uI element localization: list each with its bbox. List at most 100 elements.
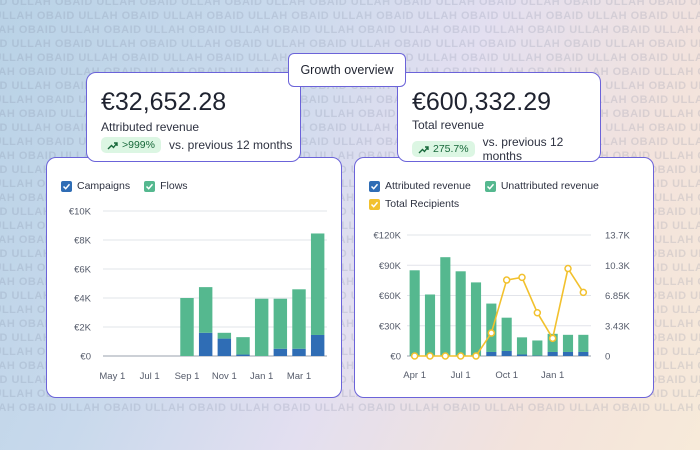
checkbox-icon[interactable] — [369, 180, 380, 192]
change-value: >999% — [122, 139, 155, 151]
bar-unattributed-revenue — [532, 340, 543, 356]
bar-line-chart-revenue: €0 0 €30K 3.43K €60K 6.85K €90K 10.3K €120K 13.7K… — [374, 231, 631, 382]
legend-item-campaigns[interactable]: Campaigns — [61, 180, 130, 192]
point-total-recipients — [487, 329, 496, 337]
change-badge: 275.7% — [412, 141, 475, 157]
watermark-text: OBAID ULLAH OBAID ULLAH OBAID ULLAH OBAI… — [0, 10, 700, 22]
legend-item-attributed-revenue[interactable]: Attributed revenue — [369, 180, 471, 192]
point-total-recipients — [472, 352, 480, 360]
y-tick-label: €10K — [69, 207, 92, 218]
kpi-label: Total revenue — [412, 118, 485, 132]
x-tick-label: Mar 1 — [287, 371, 311, 382]
watermark-text: OBAID ULLAH OBAID ULLAH OBAID ULLAH OBAI… — [0, 0, 700, 8]
y-tick-label: €30K — [379, 321, 402, 332]
bar-unattributed-revenue — [578, 334, 589, 352]
x-tick-label: Apr 1 — [403, 370, 426, 381]
checkbox-icon[interactable] — [144, 180, 156, 192]
kpi-label: Attributed revenue — [101, 120, 200, 134]
y-tick-label: €2K — [74, 323, 92, 334]
bar-unattributed-revenue — [516, 337, 528, 355]
bar-attributed-revenue — [486, 351, 497, 356]
y2-tick-label: 3.43K — [605, 321, 630, 332]
bar-attributed-revenue — [516, 354, 528, 356]
bar-unattributed-revenue — [409, 270, 420, 356]
line-total-recipients — [414, 266, 585, 357]
change-value: 275.7% — [433, 143, 469, 155]
bar-campaigns — [236, 354, 250, 356]
y-tick-label: €6K — [74, 265, 92, 276]
chart-legend: Attributed revenue Unattributed revenue … — [369, 180, 639, 210]
x-tick-label: Nov 1 — [212, 371, 237, 382]
kpi-card-attributed: €32,652.28 Attributed revenue >999% vs. … — [86, 72, 301, 162]
point-total-recipients — [564, 264, 572, 273]
y-tick-label: €4K — [74, 294, 92, 305]
bar-attributed-revenue — [547, 351, 558, 356]
x-tick-label: Jul 1 — [451, 370, 471, 381]
legend-label: Flows — [160, 180, 188, 192]
point-total-recipients — [441, 352, 450, 360]
chart-card-revenue-recipients: Attributed revenue Unattributed revenue … — [354, 157, 654, 398]
x-tick-label: Oct 1 — [495, 370, 518, 381]
legend-label: Campaigns — [77, 180, 131, 192]
point-total-recipients — [518, 273, 526, 282]
point-total-recipients — [579, 288, 588, 297]
point-total-recipients — [410, 352, 419, 360]
bar-unattributed-revenue — [424, 294, 436, 356]
x-tick-label: Jul 1 — [140, 371, 160, 382]
bar-flows — [217, 332, 232, 339]
bar-unattributed-revenue — [440, 257, 451, 356]
bar-unattributed-revenue — [562, 334, 574, 352]
legend-label: Total Recipients — [385, 198, 460, 210]
y-tick-label: €120K — [374, 231, 402, 242]
chart-legend: Campaigns Flows — [61, 180, 188, 192]
y2-tick-label: 0 — [605, 352, 610, 363]
legend-item-unattributed-revenue[interactable]: Unattributed revenue — [484, 180, 599, 192]
bar-flows — [180, 298, 194, 356]
bar-attributed-revenue — [562, 351, 574, 356]
point-total-recipients — [426, 352, 434, 360]
bar-campaigns — [292, 348, 306, 356]
watermark-text: OBAID ULLAH OBAID ULLAH OBAID ULLAH OBAI… — [0, 38, 700, 50]
y-tick-label: €0 — [80, 352, 91, 363]
kpi-card-total: €600,332.29 Total revenue 275.7% vs. pre… — [397, 72, 601, 163]
checkbox-icon[interactable] — [484, 180, 496, 192]
bar-chart-campaigns-flows: €0 €2K €4K €6K €8K €10K May 1 Jul 1 Sep 1 Nov 1 Ja… — [69, 207, 327, 382]
point-total-recipients — [533, 308, 542, 317]
legend-label: Unattributed revenue — [500, 180, 599, 192]
checkbox-icon[interactable] — [369, 198, 380, 210]
bar-flows — [254, 298, 269, 356]
chart-card-campaigns-flows: Campaigns Flows €0 €2K €4K €6K €8K €10K May 1 J… — [46, 157, 342, 398]
y2-tick-label: 6.85K — [605, 291, 630, 302]
page-title: Growth overview — [288, 53, 406, 87]
bar-flows — [310, 233, 325, 335]
change-badge: >999% — [101, 137, 161, 153]
bar-unattributed-revenue — [486, 303, 497, 352]
bar-attributed-revenue — [578, 351, 589, 356]
y-tick-label: €0 — [390, 352, 401, 363]
bar-flows — [198, 287, 213, 333]
bar-flows — [273, 298, 288, 349]
trend-up-icon — [418, 145, 429, 153]
bar-unattributed-revenue — [455, 271, 466, 356]
bar-flows — [292, 289, 306, 349]
y2-tick-label: 10.3K — [605, 261, 630, 272]
watermark-text: OBAID ULLAH OBAID ULLAH OBAID ULLAH OBAI… — [0, 24, 700, 36]
y2-tick-label: 13.7K — [605, 231, 630, 242]
x-tick-label: May 1 — [99, 371, 125, 382]
legend-item-total-recipients[interactable]: Total Recipients — [369, 198, 459, 210]
x-tick-label: Sep 1 — [175, 371, 200, 382]
y-tick-label: €60K — [379, 291, 402, 302]
x-tick-label: Jan 1 — [541, 370, 564, 381]
kpi-value: €32,652.28 — [101, 88, 227, 116]
bar-attributed-revenue — [501, 350, 512, 356]
kpi-change-row: >999% vs. previous 12 months — [101, 137, 292, 153]
watermark-text: OBAID ULLAH OBAID ULLAH OBAID ULLAH OBAI… — [0, 402, 700, 414]
bar-unattributed-revenue — [470, 282, 482, 356]
point-total-recipients — [456, 352, 465, 360]
comparison-text: vs. previous 12 months — [169, 138, 293, 152]
kpi-change-row: 275.7% vs. previous 12 months — [412, 135, 600, 163]
legend-item-flows[interactable]: Flows — [144, 180, 188, 192]
bar-campaigns — [198, 332, 213, 356]
kpi-value: €600,332.29 — [412, 88, 552, 116]
checkbox-icon[interactable] — [61, 180, 72, 192]
